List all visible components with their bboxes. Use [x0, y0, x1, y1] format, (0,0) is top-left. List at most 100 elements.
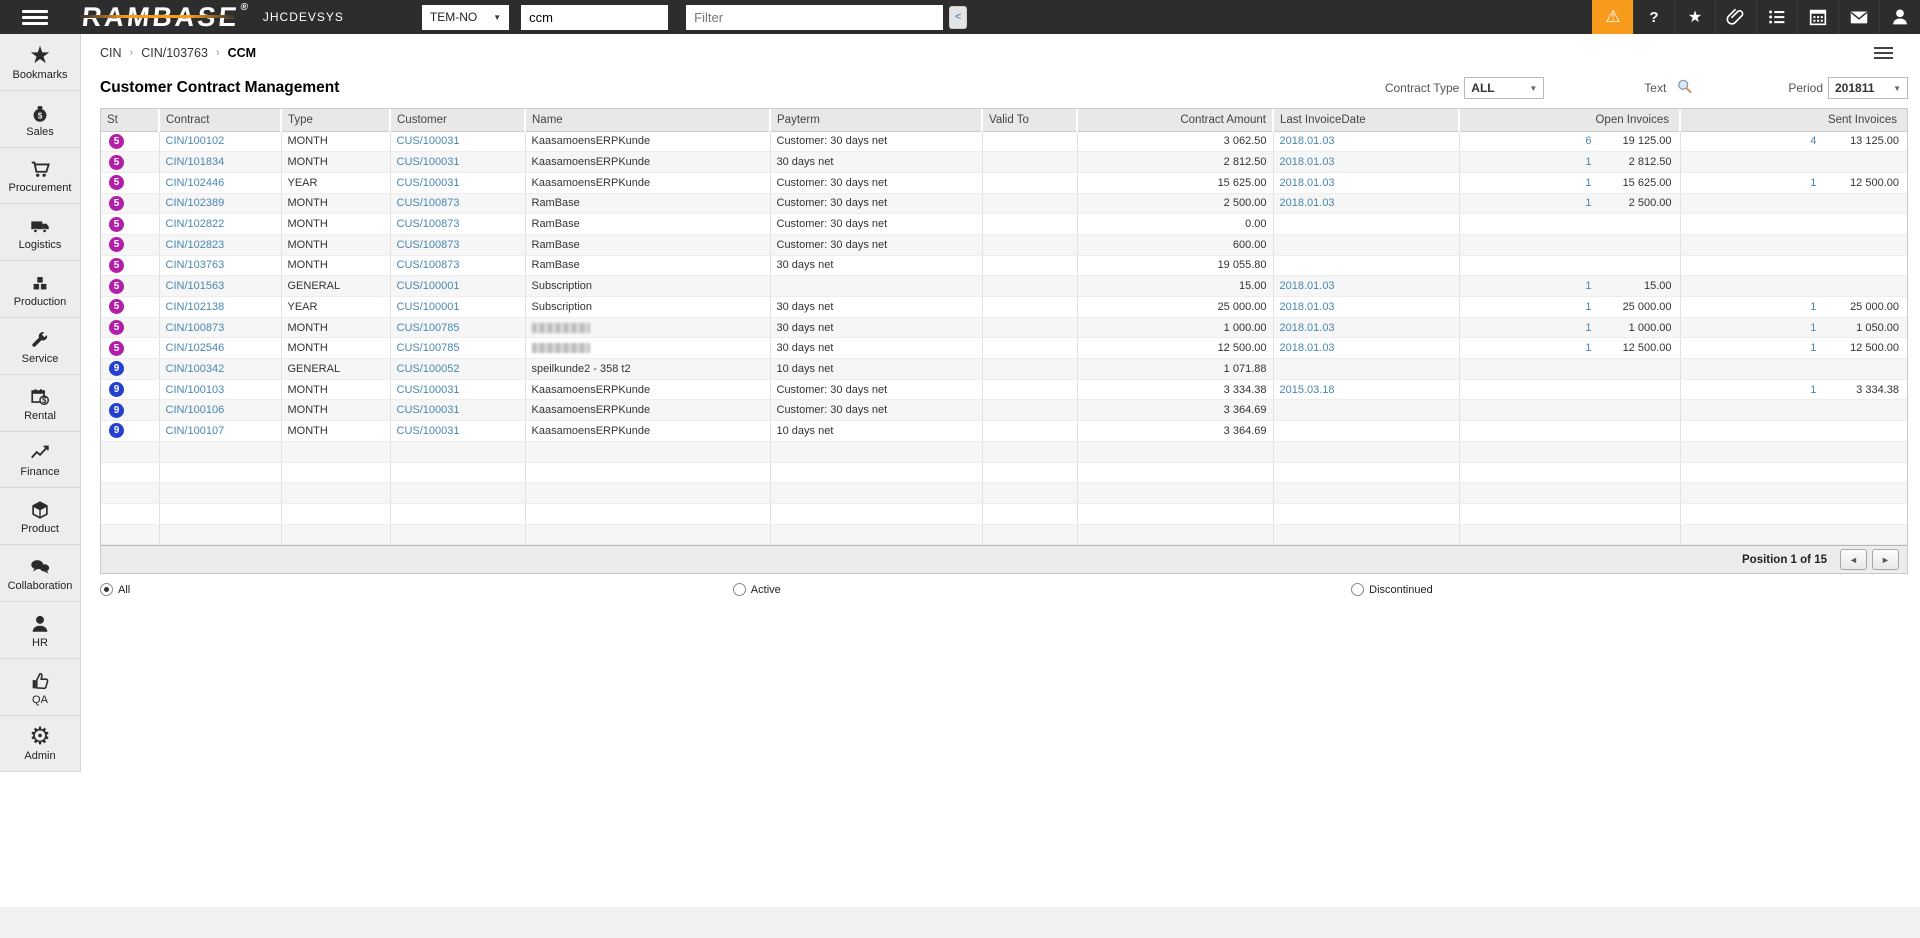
favorites-icon[interactable]: ★	[1674, 0, 1715, 34]
sidebar-item-product[interactable]: Product	[0, 488, 80, 546]
last-invoice-date-link[interactable]: 2018.01.03	[1273, 275, 1460, 297]
customer-link[interactable]: CUS/100031	[390, 420, 526, 442]
collapse-search-button[interactable]: <	[949, 5, 968, 29]
search-input[interactable]	[521, 4, 669, 30]
column-header-contract-amount[interactable]: Contract Amount	[1077, 109, 1274, 132]
customer-link[interactable]: CUS/100031	[390, 151, 526, 173]
customer-link[interactable]: CUS/100031	[390, 131, 526, 153]
open-invoice-count-link[interactable]: 1	[1585, 156, 1592, 169]
user-icon[interactable]	[1879, 0, 1920, 34]
alert-icon[interactable]: ⚠	[1592, 0, 1633, 34]
sidebar-item-admin[interactable]: ⚙ Admin	[0, 715, 80, 773]
customer-link[interactable]: CUS/100873	[390, 255, 526, 277]
contract-link[interactable]: CIN/102546	[159, 337, 282, 360]
attachment-icon[interactable]	[1715, 0, 1756, 34]
sent-invoice-count-link[interactable]: 4	[1810, 135, 1817, 148]
last-invoice-date-link[interactable]: 2018.01.03	[1273, 337, 1460, 360]
sidebar-item-logistics[interactable]: Logistics	[0, 204, 80, 262]
last-invoice-date-link[interactable]: 2015.03.18	[1273, 379, 1460, 401]
last-invoice-date-link[interactable]	[1273, 213, 1460, 235]
last-invoice-date-link[interactable]: 2018.01.03	[1273, 172, 1460, 194]
contract-link[interactable]: CIN/100107	[159, 420, 282, 442]
last-invoice-date-link[interactable]: 2018.01.03	[1273, 317, 1460, 339]
contract-link[interactable]: CIN/102389	[159, 193, 282, 215]
sidebar-item-collaboration[interactable]: Collaboration	[0, 545, 80, 602]
filter-input[interactable]	[686, 4, 944, 30]
customer-link[interactable]: CUS/100052	[390, 358, 526, 380]
column-header-type[interactable]: Type	[281, 109, 391, 132]
contract-link[interactable]: CIN/102138	[159, 296, 282, 318]
open-invoice-count-link[interactable]: 1	[1585, 280, 1592, 293]
sent-invoice-count-link[interactable]: 1	[1810, 300, 1817, 313]
sent-invoice-count-link[interactable]: 1	[1810, 383, 1817, 396]
column-header-last-invoicedate[interactable]: Last InvoiceDate	[1273, 109, 1460, 132]
customer-link[interactable]: CUS/100031	[390, 379, 526, 401]
contract-link[interactable]: CIN/100102	[159, 131, 282, 153]
customer-link[interactable]: CUS/100873	[390, 234, 526, 256]
contract-link[interactable]: CIN/100103	[159, 379, 282, 401]
open-invoice-count-link[interactable]: 1	[1585, 197, 1592, 210]
last-invoice-date-link[interactable]: 2018.01.03	[1273, 296, 1460, 318]
breadcrumb-item-cin-103763[interactable]: CIN/103763	[141, 45, 208, 60]
customer-link[interactable]: CUS/100873	[390, 193, 526, 215]
column-header-open-invoices[interactable]: Open Invoices	[1459, 109, 1681, 132]
open-invoice-count-link[interactable]: 1	[1585, 321, 1592, 334]
calendar-icon[interactable]	[1797, 0, 1838, 34]
sent-invoice-count-link[interactable]: 1	[1810, 176, 1817, 189]
column-header-valid-to[interactable]: Valid To	[982, 109, 1078, 132]
contract-type-select[interactable]: ALL ▼	[1464, 77, 1545, 99]
contract-link[interactable]: CIN/102822	[159, 213, 282, 235]
customer-link[interactable]: CUS/100001	[390, 275, 526, 297]
contract-link[interactable]: CIN/100873	[159, 317, 282, 339]
sidebar-item-bookmarks[interactable]: ★ Bookmarks	[0, 34, 80, 91]
customer-link[interactable]: CUS/100785	[390, 317, 526, 339]
last-invoice-date-link[interactable]: 2018.01.03	[1273, 151, 1460, 173]
column-header-customer[interactable]: Customer	[390, 109, 526, 132]
open-invoice-count-link[interactable]: 1	[1585, 342, 1592, 355]
customer-link[interactable]: CUS/100031	[390, 172, 526, 194]
column-header-payterm[interactable]: Payterm	[770, 109, 983, 132]
contract-link[interactable]: CIN/100106	[159, 399, 282, 422]
list-icon[interactable]	[1756, 0, 1797, 34]
search-scope-select[interactable]: TEM-NO ▼	[421, 4, 510, 30]
sidebar-item-production[interactable]: Production	[0, 261, 80, 318]
status-radio-all[interactable]: All	[100, 583, 130, 597]
sent-invoice-count-link[interactable]: 1	[1810, 342, 1817, 355]
mail-icon[interactable]	[1838, 0, 1879, 34]
main-menu-icon[interactable]	[22, 7, 48, 28]
context-menu-icon[interactable]	[1874, 44, 1893, 62]
last-invoice-date-link[interactable]	[1273, 358, 1460, 380]
sidebar-item-sales[interactable]: $ Sales	[0, 90, 80, 148]
status-radio-discontinued[interactable]: Discontinued	[1351, 583, 1433, 597]
customer-link[interactable]: CUS/100031	[390, 399, 526, 422]
open-invoice-count-link[interactable]: 1	[1585, 176, 1592, 189]
column-header-st[interactable]: St	[101, 109, 160, 132]
customer-link[interactable]: CUS/100001	[390, 296, 526, 318]
customer-link[interactable]: CUS/100873	[390, 213, 526, 235]
sidebar-item-finance[interactable]: Finance	[0, 431, 80, 489]
next-page-button[interactable]: ►	[1872, 549, 1899, 571]
breadcrumb-item-cin[interactable]: CIN	[100, 45, 122, 60]
last-invoice-date-link[interactable]: 2018.01.03	[1273, 193, 1460, 215]
prev-page-button[interactable]: ◄	[1840, 549, 1867, 571]
sidebar-item-qa[interactable]: QA	[0, 658, 80, 716]
contract-link[interactable]: CIN/101834	[159, 151, 282, 173]
last-invoice-date-link[interactable]	[1273, 420, 1460, 442]
column-header-name[interactable]: Name	[525, 109, 771, 132]
sidebar-item-procurement[interactable]: Procurement	[0, 147, 80, 205]
sidebar-item-service[interactable]: Service	[0, 317, 80, 375]
search-icon[interactable]	[1676, 78, 1693, 98]
help-icon[interactable]: ?	[1633, 0, 1674, 34]
column-header-sent-invoices[interactable]: Sent Invoices	[1680, 109, 1907, 132]
sidebar-item-rental[interactable]: $ Rental	[0, 374, 80, 432]
contract-link[interactable]: CIN/102823	[159, 234, 282, 256]
sent-invoice-count-link[interactable]: 1	[1810, 321, 1817, 334]
contract-link[interactable]: CIN/100342	[159, 358, 282, 380]
contract-link[interactable]: CIN/103763	[159, 255, 282, 277]
contract-link[interactable]: CIN/101563	[159, 275, 282, 297]
open-invoice-count-link[interactable]: 6	[1585, 135, 1592, 148]
last-invoice-date-link[interactable]	[1273, 234, 1460, 256]
contract-link[interactable]: CIN/102446	[159, 172, 282, 194]
last-invoice-date-link[interactable]: 2018.01.03	[1273, 131, 1460, 153]
last-invoice-date-link[interactable]	[1273, 399, 1460, 422]
